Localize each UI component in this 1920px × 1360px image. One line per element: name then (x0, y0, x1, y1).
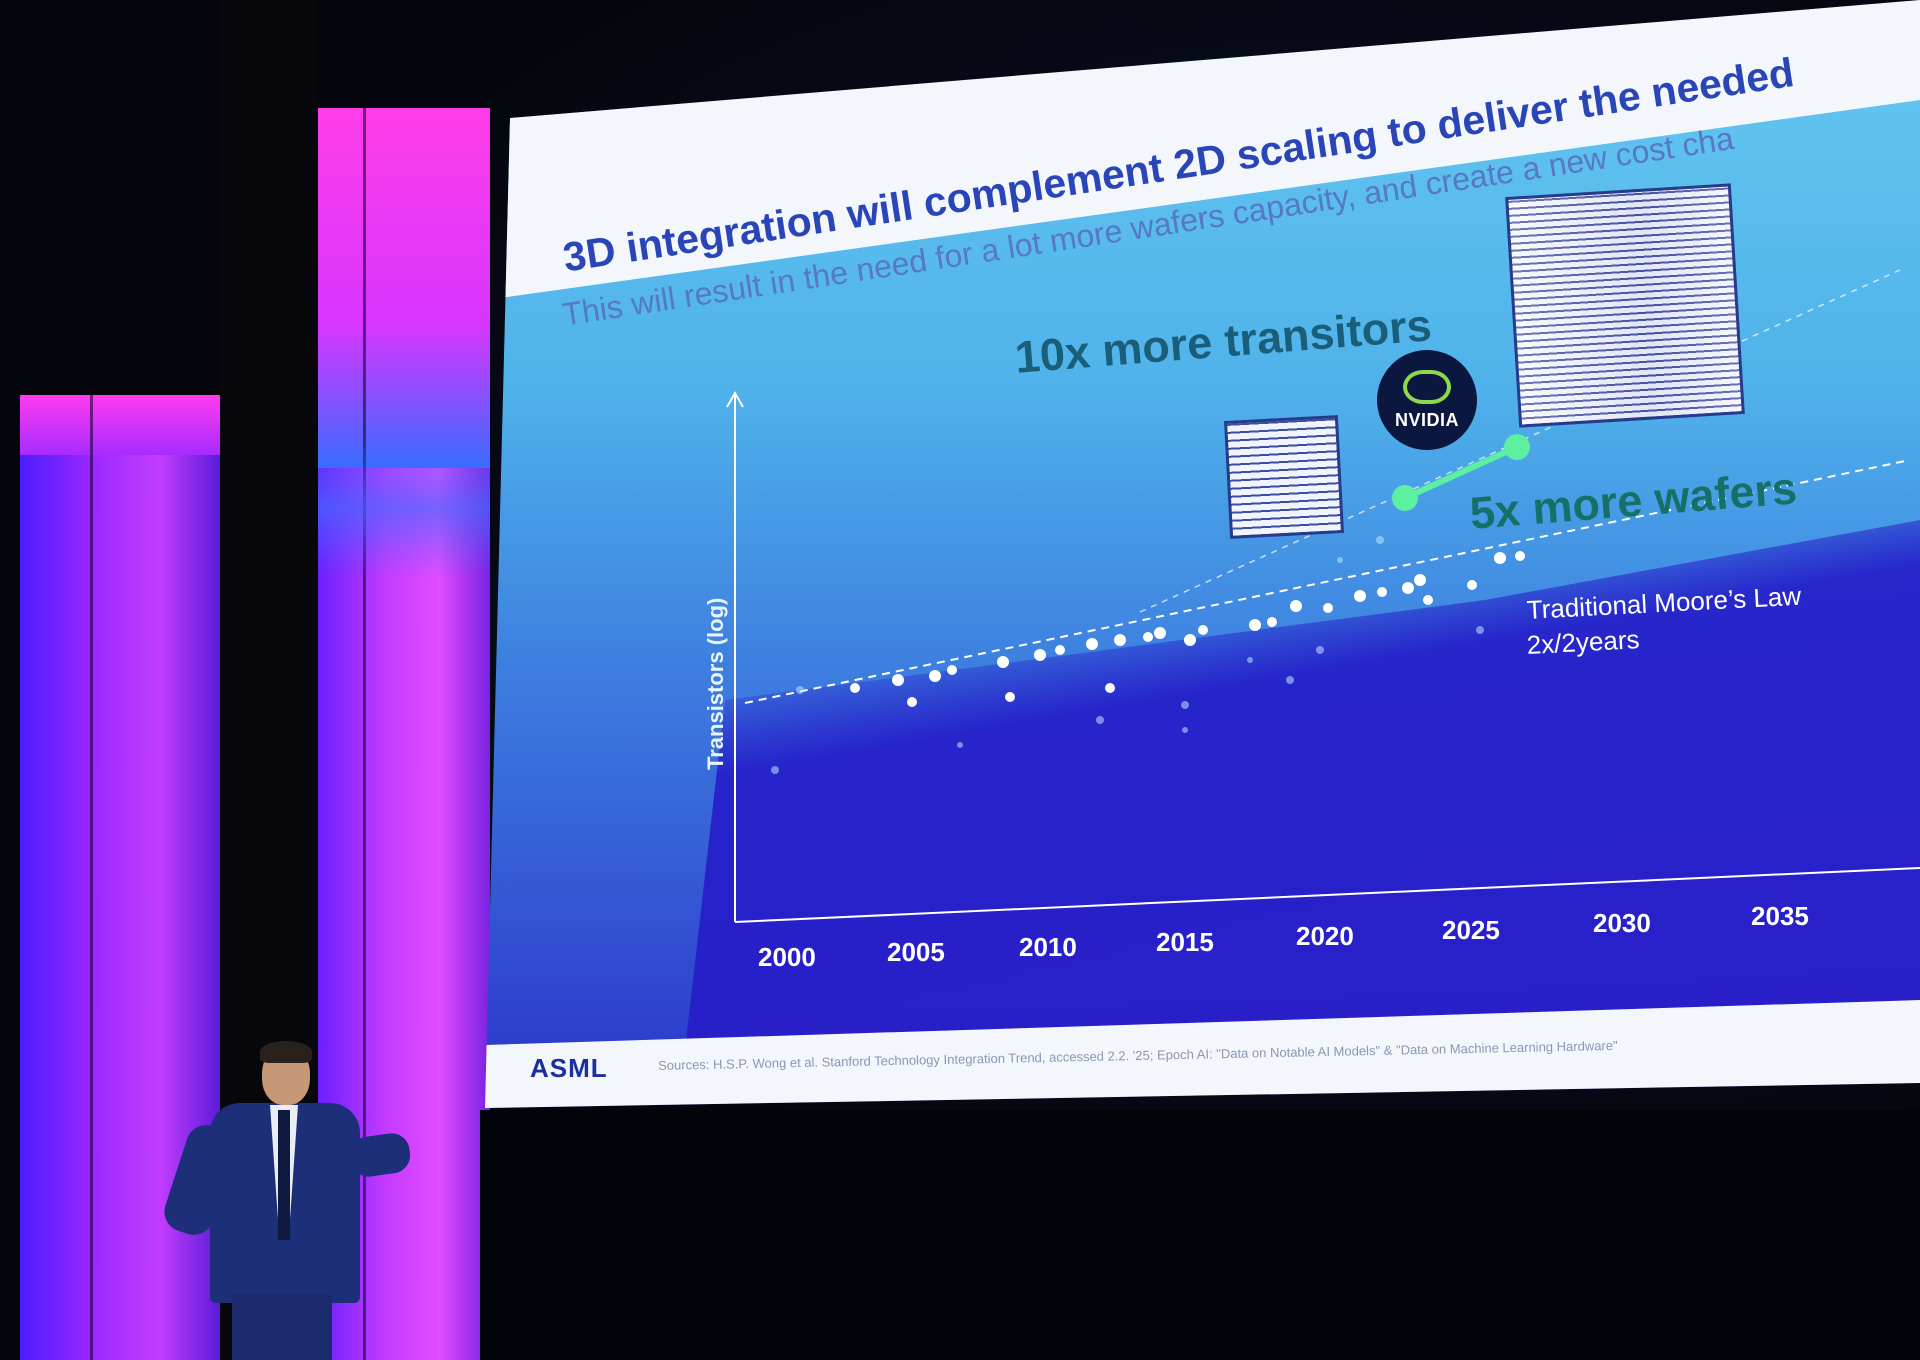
small-chip-image (1223, 415, 1345, 539)
x-axis (734, 867, 1920, 923)
moore-law-rate: 2x/2years (1526, 624, 1641, 660)
speaker-legs (232, 1295, 332, 1360)
pillar-seam (90, 395, 93, 1360)
x-tick-label: 2025 (1442, 915, 1500, 945)
speaker-hair (260, 1041, 312, 1063)
x-tick-label: 2030 (1593, 908, 1651, 938)
x-tick-label: 2005 (887, 937, 945, 967)
x-tick-label: 2010 (1019, 932, 1077, 962)
moore-trend-line (744, 459, 1911, 704)
growth-marker-start (1392, 485, 1418, 511)
pillar-seam (363, 108, 366, 1360)
speaker-tie (278, 1110, 290, 1240)
asml-logo: ASML (530, 1053, 608, 1083)
y-axis-arrow (726, 390, 744, 408)
growth-marker-end (1504, 434, 1530, 460)
growth-connector (1403, 444, 1519, 501)
x-tick-label: 2020 (1296, 921, 1354, 951)
data-points (850, 551, 1525, 707)
speaker-person (159, 1041, 413, 1360)
faint-data-points (771, 536, 1484, 774)
x-tick-label: 2035 (1751, 901, 1809, 931)
nvidia-wordmark: NVIDIA (1394, 409, 1459, 430)
nvidia-logo: NVIDIA (1377, 350, 1477, 450)
x-tick-label: 2015 (1156, 927, 1214, 957)
nvidia-eye-icon (1403, 369, 1451, 404)
y-axis-label: Transistors (log) (703, 597, 728, 770)
x-tick-label: 2000 (758, 942, 816, 972)
large-chip-image (1505, 183, 1745, 428)
stage-floor (480, 1110, 1920, 1360)
